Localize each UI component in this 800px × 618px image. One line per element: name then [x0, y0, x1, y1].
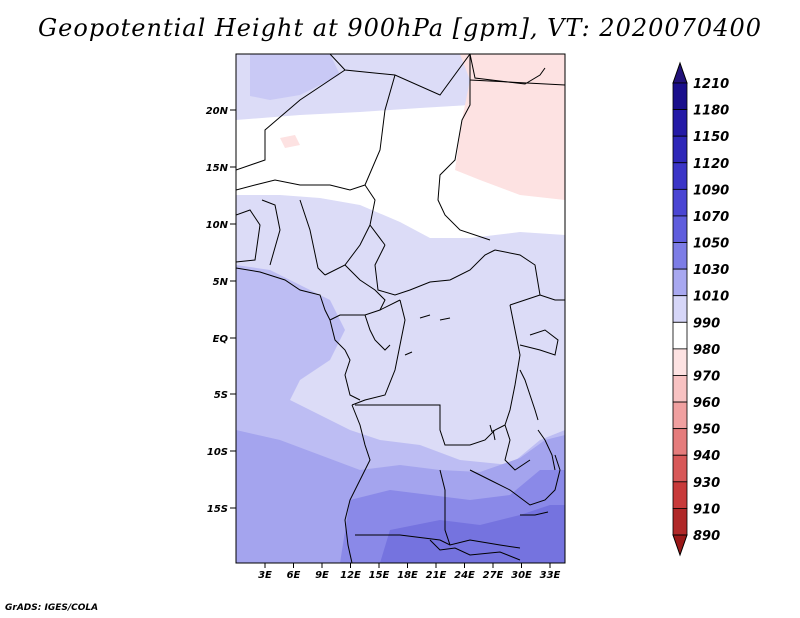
- colorbar-segment: [672, 268, 688, 297]
- lake-victoria: [519, 329, 559, 356]
- colorbar-label: 1120: [693, 157, 729, 172]
- border-west-2: [261, 199, 281, 266]
- border-kenya: [539, 294, 565, 301]
- colorbar-label: 980: [693, 343, 720, 358]
- lat-label: 15S: [207, 504, 228, 515]
- field-980-990: [455, 54, 565, 200]
- colorbar-label: 890: [693, 529, 720, 544]
- border-zimbabwe: [469, 454, 561, 506]
- colorbar-segment: [672, 348, 688, 376]
- coast-angola: [344, 404, 371, 563]
- colorbar-label: 1090: [693, 183, 729, 198]
- border-sahel: [236, 179, 366, 191]
- colorbar-label: 960: [693, 396, 720, 411]
- lon-label: 12E: [340, 570, 361, 581]
- colorbar-label: 1210: [693, 77, 729, 92]
- colorbar-label: 970: [693, 369, 720, 384]
- colorbar-segment: [672, 508, 688, 536]
- colorbar-label: 1150: [693, 130, 729, 145]
- rivers: [404, 314, 451, 356]
- lon-label: 30E: [511, 570, 532, 581]
- border-namibia: [355, 534, 521, 549]
- field-1030-north: [250, 54, 340, 100]
- border-car: [374, 244, 496, 296]
- colorbar-segment: [672, 375, 688, 403]
- colorbar-label: 940: [693, 449, 720, 464]
- colorbar-segment: [672, 428, 688, 456]
- colorbar-segment: [672, 242, 688, 270]
- map-title: Geopotential Height at 900hPa [gpm], VT:…: [38, 14, 762, 42]
- lat-label: EQ: [213, 334, 229, 345]
- colorbar-label: 1180: [693, 104, 729, 119]
- field-small-patch: [280, 135, 300, 148]
- field-1090-1120: [380, 505, 565, 563]
- colorbar-label: 990: [693, 316, 720, 331]
- border-south-sudan: [494, 249, 541, 306]
- contour-field: [236, 54, 565, 563]
- border-congo: [364, 314, 391, 351]
- colorbar-label: 1030: [693, 263, 729, 278]
- border-angola-zambia: [439, 469, 451, 546]
- border-drc-east: [504, 304, 521, 426]
- lat-label: 15N: [206, 163, 229, 174]
- colorbar-segment: [672, 454, 688, 483]
- coast-gabon: [329, 319, 361, 401]
- colorbar-segment: [672, 481, 688, 509]
- coast-red-sea: [469, 54, 546, 85]
- lat-label: 10S: [207, 447, 228, 458]
- lat-label: 5N: [213, 277, 229, 288]
- colorbar-segment: [672, 401, 688, 430]
- colorbar-bottom-arrow: [672, 534, 688, 557]
- border-west-3: [299, 199, 326, 276]
- lon-label: 27E: [483, 570, 504, 581]
- colorbar-label: 950: [693, 423, 720, 438]
- map-frame: [235, 53, 566, 564]
- border-west-1: [236, 209, 261, 263]
- colorbar-segment: [672, 295, 688, 323]
- lon-label: 24E: [454, 570, 475, 581]
- border-zambia: [504, 424, 531, 471]
- country-borders: [236, 54, 565, 563]
- border-botswana: [429, 539, 521, 561]
- border-drc-west: [351, 299, 406, 406]
- credit-label: GrADS: IGES/COLA: [5, 603, 99, 613]
- lake-malawi: [537, 429, 556, 471]
- colorbar-label: 1070: [693, 210, 729, 225]
- colorbar-label: 1010: [693, 290, 729, 305]
- small-lake: [489, 424, 496, 441]
- colorbar: 1210 1180 1150 1120 1090 1070 1050 1030 1010 990 9…: [672, 61, 729, 557]
- colorbar-segment: [672, 82, 688, 110]
- lon-label: 21E: [426, 570, 447, 581]
- lon-label: 33E: [540, 570, 561, 581]
- lon-label: 15E: [369, 570, 390, 581]
- latitude-ticks: 20N 15N 10N 5N EQ 5S 10S 15S: [206, 106, 236, 515]
- colorbar-segment: [672, 215, 688, 243]
- border-egypt: [469, 79, 565, 86]
- colorbar-top-arrow: [672, 61, 688, 84]
- colorbar-label: 930: [693, 476, 720, 491]
- lon-label: 18E: [397, 570, 418, 581]
- lat-label: 20N: [206, 106, 229, 117]
- lake-kariba: [520, 511, 549, 516]
- colorbar-segment: [672, 135, 688, 164]
- lake-tanganyika: [519, 369, 539, 421]
- border-sudan-chad: [437, 54, 491, 241]
- lat-label: 10N: [206, 220, 229, 231]
- coast-gulf: [236, 267, 331, 321]
- border-nigeria: [324, 224, 371, 276]
- lon-label: 9E: [315, 570, 329, 581]
- colorbar-segment: [672, 162, 688, 190]
- lon-label: 6E: [287, 570, 301, 581]
- border-cameroon: [344, 264, 386, 311]
- lat-label: 5S: [214, 390, 228, 401]
- colorbar-label: 1050: [693, 237, 729, 252]
- colorbar-segment: [672, 109, 688, 137]
- colorbar-label: 910: [693, 502, 720, 517]
- lon-label: 3E: [258, 570, 272, 581]
- border-north-2: [236, 69, 346, 171]
- longitude-ticks: 3E 6E 9E 12E 15E 18E 21E 24E 27E 30E 33E: [258, 563, 561, 581]
- colorbar-segment: [672, 321, 688, 350]
- colorbar-segment: [672, 188, 688, 217]
